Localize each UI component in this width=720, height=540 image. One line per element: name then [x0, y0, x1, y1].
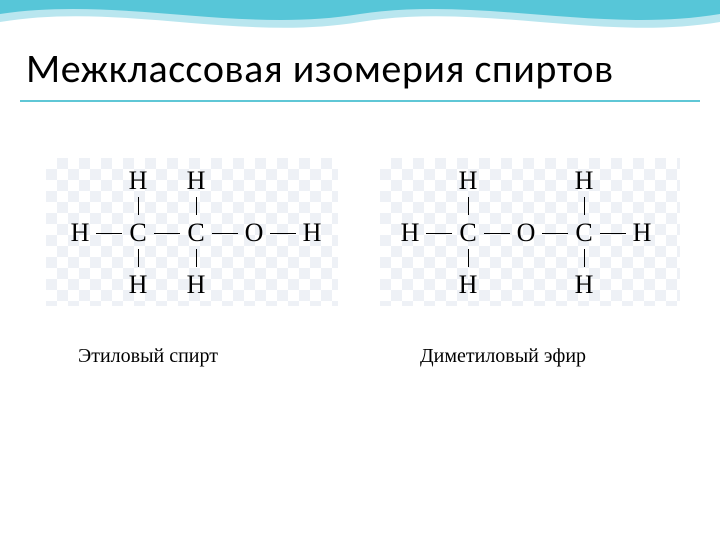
page-title: Межклассовая изомерия спиртов — [26, 44, 614, 93]
ethanol-caption: Этиловый спирт — [78, 345, 218, 368]
title-underline — [20, 100, 700, 102]
ethanol-formula: H H H C C O H H H — [64, 168, 328, 298]
dimethylether-caption: Диметиловый эфир — [420, 345, 586, 368]
formula-area: H H H C C O H H H — [40, 160, 680, 460]
header-wave-decoration — [0, 0, 720, 40]
dimethylether-formula: H H H C O C H H — [394, 168, 658, 298]
